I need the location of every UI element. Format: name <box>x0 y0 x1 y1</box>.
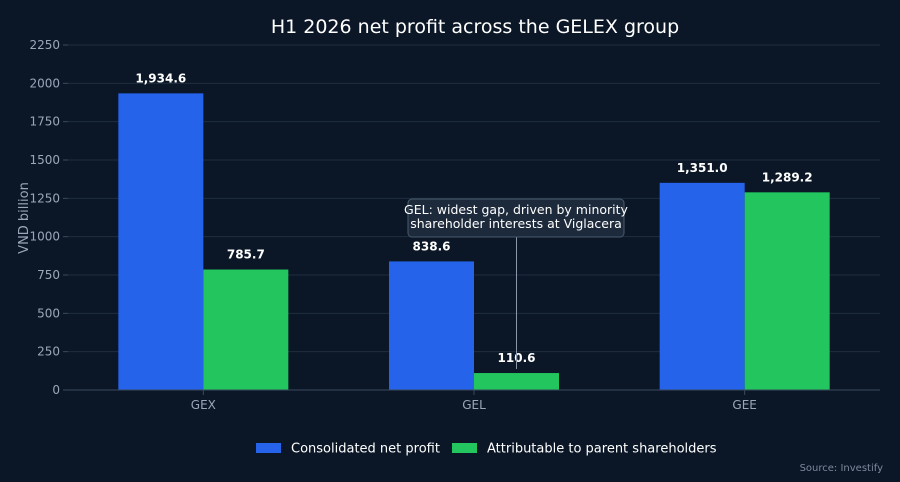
y-axis-ticks: 0 250 500 750 1000 1250 1500 1750 2000 2250 <box>29 38 68 397</box>
y-tick-label: 0 <box>52 383 60 397</box>
legend-swatch-attributable-to-parent-shareholders <box>452 443 477 453</box>
y-tick-label: 1000 <box>29 230 60 244</box>
x-tick-label-gel: GEL <box>462 398 486 412</box>
bar-gee-consolidated-net-profit <box>659 182 745 390</box>
y-tick-label: 750 <box>37 268 60 282</box>
source-note: Source: Investify <box>800 463 884 474</box>
data-label-gex-attributable-to-parent-shareholders: 785.7 <box>227 248 265 262</box>
legend-label-consolidated-net-profit: Consolidated net profit <box>291 442 440 457</box>
annotation-box <box>407 198 625 238</box>
annotation-text-line: shareholder interests at Viglacera <box>410 216 622 231</box>
y-tick-label: 1250 <box>29 191 60 205</box>
data-label-gel-consolidated-net-profit: 838.6 <box>413 239 451 253</box>
data-label-gee-consolidated-net-profit: 1,351.0 <box>677 161 728 175</box>
data-label-gex-consolidated-net-profit: 1,934.6 <box>135 71 186 85</box>
y-tick-label: 500 <box>37 306 60 320</box>
x-axis-ticks: GEX GEL GEE <box>191 390 757 412</box>
y-tick-label: 2250 <box>29 38 60 52</box>
bar-gel-attributable-to-parent-shareholders <box>474 373 559 390</box>
y-tick-label: 250 <box>37 345 60 359</box>
bar-gel-consolidated-net-profit <box>389 261 474 390</box>
legend-swatch-consolidated-net-profit <box>256 443 281 453</box>
legend-label-attributable-to-parent-shareholders: Attributable to parent shareholders <box>487 442 717 457</box>
y-axis-title: VND billion <box>17 182 32 254</box>
bar-gee-attributable-to-parent-shareholders <box>744 192 830 390</box>
bar-gex-attributable-to-parent-shareholders <box>203 269 289 390</box>
chart-title: H1 2026 net profit across the GELEX grou… <box>271 16 679 38</box>
bar-gex-consolidated-net-profit <box>118 93 204 391</box>
x-tick-label-gee: GEE <box>732 398 756 412</box>
data-label-gee-attributable-to-parent-shareholders: 1,289.2 <box>762 170 813 184</box>
annotation: GEL: widest gap, driven by minorityshare… <box>404 198 629 370</box>
bars <box>118 93 830 391</box>
legend: Consolidated net profit Attributable to p… <box>256 442 717 457</box>
y-tick-label: 1750 <box>29 115 60 129</box>
annotation-text-line: GEL: widest gap, driven by minority <box>404 202 628 217</box>
x-tick-label-gex: GEX <box>191 398 216 412</box>
y-tick-label: 1500 <box>29 153 60 167</box>
y-tick-label: 2000 <box>29 76 60 90</box>
